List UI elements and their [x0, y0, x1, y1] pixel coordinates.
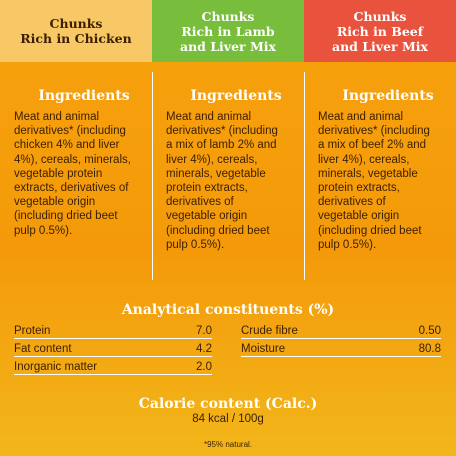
ingredients-title: Ingredients [190, 88, 282, 104]
ingredients-line: Meat and animal [166, 111, 252, 123]
ingredients-line: chicken 4% and liver [14, 139, 120, 152]
constituent-label: Crude fibre [241, 325, 298, 337]
constituent-row-moisture: Moisture 80.8 [241, 342, 441, 357]
ingredients-title: Ingredients [38, 88, 130, 104]
ingredients-line: derivatives* (including [318, 125, 430, 138]
constituent-value: 4.2 [196, 343, 212, 355]
ingredients-line: vegetable origin [166, 210, 248, 223]
ingredients-line: a mix of lamb 2% and [166, 139, 277, 152]
ingredients-line: derivatives of [318, 196, 386, 209]
ingredients-line: Meat and animal [14, 111, 100, 123]
constituent-row-protein: Protein 7.0 [14, 324, 212, 339]
ingredients-line: liver 4%), cereals, [318, 153, 410, 166]
ingredients-line: Meat and animal [318, 111, 404, 123]
constituent-label: Fat content [14, 343, 72, 355]
column-divider [152, 72, 153, 280]
ingredients-line: derivatives* (including [14, 125, 126, 138]
constituent-label: Inorganic matter [14, 361, 98, 373]
constituent-value: 0.50 [418, 325, 441, 337]
ingredients-title: Ingredients [342, 88, 434, 104]
ingredients-beef: Ingredients Meat and animal derivatives*… [318, 88, 456, 252]
ingredients-line: a mix of beef 2% and [318, 139, 427, 152]
header-lamb: Chunks Rich in Lamb and Liver Mix [152, 0, 304, 62]
ingredients-line: (including dried beet [318, 224, 422, 237]
constituent-value: 2.0 [196, 361, 212, 373]
header-line: Chunks [201, 8, 255, 24]
ingredients-line: vegetable protein [14, 167, 103, 180]
calorie-value: 84 kcal / 100g [192, 413, 264, 425]
analytical-title: Analytical constituents (%) [121, 302, 335, 318]
ingredients-line: 4%), cereals, minerals, [14, 153, 131, 166]
constituent-label: Moisture [241, 343, 286, 355]
ingredients-text: Meat and animal derivatives* (including … [318, 110, 456, 252]
constituent-row-inorganic: Inorganic matter 2.0 [14, 360, 212, 375]
ingredients-text: Meat and animal derivatives* (including … [14, 110, 154, 238]
calorie-title: Calorie content (Calc.) [138, 396, 318, 412]
ingredients-line: derivatives* (including [166, 125, 278, 138]
ingredients-line: (including dried beet [166, 224, 270, 237]
ingredients-line: vegetable origin [14, 196, 96, 209]
header-line: and Liver Mix [179, 38, 276, 54]
header-chicken: Chunks Rich in Chicken [0, 0, 152, 62]
ingredients-line: pulp 0.5%). [318, 238, 377, 251]
ingredients-line: pulp 0.5%). [14, 224, 73, 237]
ingredients-line: derivatives of [166, 196, 234, 209]
ingredients-line: extracts, derivatives of [14, 182, 129, 195]
footnote: *95% natural. [203, 440, 253, 449]
ingredients-line: liver 4%), cereals, [166, 153, 258, 166]
header-line: and Liver Mix [331, 38, 428, 54]
ingredients-line: minerals, vegetable [166, 167, 266, 180]
ingredients-text: Meat and animal derivatives* (including … [166, 110, 306, 252]
ingredients-line: minerals, vegetable [318, 167, 418, 180]
header-beef: Chunks Rich in Beef and Liver Mix [304, 0, 456, 62]
header-line: Chunks [49, 16, 103, 31]
ingredients-line: vegetable origin [318, 210, 400, 223]
ingredients-chicken: Ingredients Meat and animal derivatives*… [14, 88, 154, 238]
column-divider [304, 72, 305, 280]
constituent-value: 7.0 [196, 325, 212, 337]
header-line: Chunks [353, 8, 407, 24]
constituent-row-fat: Fat content 4.2 [14, 342, 212, 357]
header-line: Rich in Beef [336, 23, 424, 39]
constituent-label: Protein [14, 325, 51, 337]
constituent-row-fibre: Crude fibre 0.50 [241, 324, 441, 339]
ingredients-lamb: Ingredients Meat and animal derivatives*… [166, 88, 306, 252]
ingredients-line: (including dried beet [14, 210, 118, 223]
constituent-value: 80.8 [418, 343, 441, 355]
ingredients-line: protein extracts, [166, 182, 248, 195]
ingredients-line: protein extracts, [318, 182, 400, 195]
ingredients-line: pulp 0.5%). [166, 238, 225, 251]
header-line: Rich in Chicken [20, 31, 132, 46]
header-line: Rich in Lamb [181, 23, 275, 39]
